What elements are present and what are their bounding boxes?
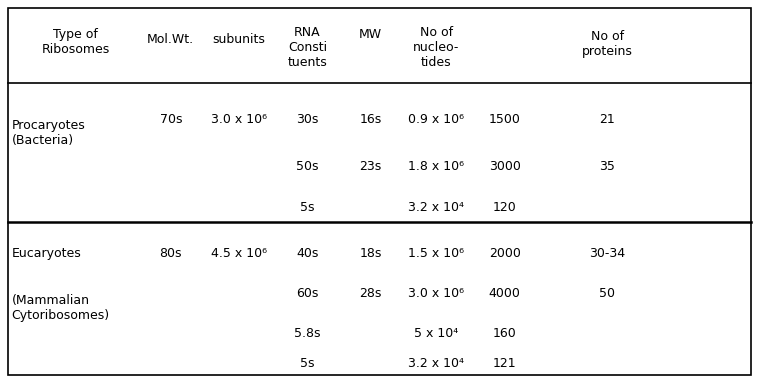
Text: 80s: 80s xyxy=(159,247,182,260)
Text: 121: 121 xyxy=(493,357,517,370)
Text: 3000: 3000 xyxy=(489,160,521,173)
Text: 70s: 70s xyxy=(159,113,182,126)
Text: 28s: 28s xyxy=(359,287,382,300)
Text: 160: 160 xyxy=(493,327,517,340)
Text: 16s: 16s xyxy=(359,113,382,126)
Text: 120: 120 xyxy=(493,201,517,214)
Text: 4.5 x 10⁶: 4.5 x 10⁶ xyxy=(211,247,267,260)
Text: Mol.Wt.: Mol.Wt. xyxy=(147,33,194,46)
Text: 1.5 x 10⁶: 1.5 x 10⁶ xyxy=(408,247,465,260)
Text: 40s: 40s xyxy=(296,247,319,260)
Text: subunits: subunits xyxy=(213,33,266,46)
Text: 2000: 2000 xyxy=(489,247,521,260)
Text: No of
nucleo-
tides: No of nucleo- tides xyxy=(413,26,460,69)
Text: 21: 21 xyxy=(600,113,615,126)
Text: 23s: 23s xyxy=(359,160,382,173)
Text: 5 x 10⁴: 5 x 10⁴ xyxy=(414,327,458,340)
Text: RNA
Consti
tuents: RNA Consti tuents xyxy=(288,26,327,69)
Text: 3.2 x 10⁴: 3.2 x 10⁴ xyxy=(408,357,465,370)
Text: No of
proteins: No of proteins xyxy=(581,30,633,58)
Text: Procaryotes
(Bacteria): Procaryotes (Bacteria) xyxy=(11,119,85,147)
Text: 30s: 30s xyxy=(296,113,319,126)
Text: 60s: 60s xyxy=(296,287,319,300)
Text: 0.9 x 10⁶: 0.9 x 10⁶ xyxy=(408,113,465,126)
Text: 18s: 18s xyxy=(359,247,382,260)
Text: 3.2 x 10⁴: 3.2 x 10⁴ xyxy=(408,201,465,214)
Text: 4000: 4000 xyxy=(489,287,521,300)
Text: Type of
Ribosomes: Type of Ribosomes xyxy=(42,28,110,56)
Text: 5s: 5s xyxy=(300,201,315,214)
Text: 30-34: 30-34 xyxy=(589,247,625,260)
Text: 1.8 x 10⁶: 1.8 x 10⁶ xyxy=(408,160,465,173)
Text: (Mammalian
Cytoribosomes): (Mammalian Cytoribosomes) xyxy=(11,294,109,322)
Text: MW: MW xyxy=(359,28,382,41)
Text: 50s: 50s xyxy=(296,160,319,173)
Text: 5s: 5s xyxy=(300,357,315,370)
Text: 3.0 x 10⁶: 3.0 x 10⁶ xyxy=(408,287,465,300)
Text: 5.8s: 5.8s xyxy=(294,327,320,340)
Text: 1500: 1500 xyxy=(489,113,521,126)
Text: 35: 35 xyxy=(600,160,615,173)
Text: 3.0 x 10⁶: 3.0 x 10⁶ xyxy=(211,113,267,126)
Text: 50: 50 xyxy=(599,287,616,300)
Text: Eucaryotes: Eucaryotes xyxy=(11,247,81,260)
